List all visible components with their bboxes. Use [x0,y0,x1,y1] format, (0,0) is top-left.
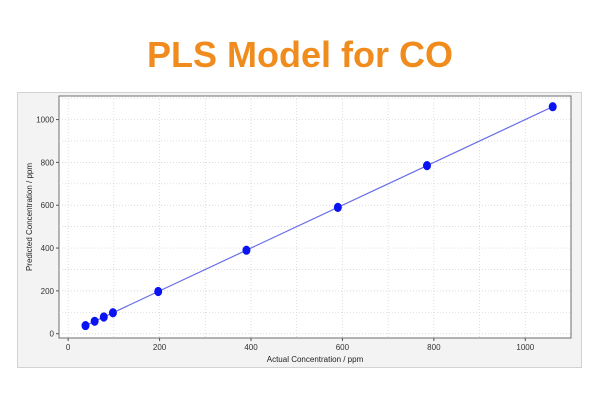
grid-lines [59,96,571,338]
chart-title: PLS Model for CO [147,34,453,75]
data-point [154,286,163,297]
y-tick-label: 800 [41,158,55,167]
data-points [81,102,557,331]
y-tick-label: 200 [41,287,55,296]
data-point [108,308,117,318]
x-axis-label: Actual Concentration / ppm [267,355,364,364]
data-point [81,320,90,331]
data-point [423,161,431,171]
y-tick-label: 0 [50,330,55,339]
x-tick-label: 600 [336,343,350,352]
x-tick-label: 1000 [516,343,534,352]
y-axis-label: Predicted Concentration / ppm [25,163,34,271]
y-tick-label: 400 [41,244,55,253]
x-tick-label: 200 [153,343,167,352]
axis-ticks: 0 200 400 600 800 1000 0 200 400 600 800 1000 [36,116,535,352]
x-tick-label: 0 [66,343,71,352]
x-tick-label: 800 [427,343,441,352]
y-tick-label: 1000 [36,116,54,125]
data-point [548,102,557,112]
y-tick-label: 600 [41,201,55,210]
fit-line-layer [85,106,553,327]
data-point [90,316,99,326]
data-point [333,202,342,212]
data-point [242,245,251,255]
x-tick-label: 400 [244,343,258,352]
fit-line [85,106,553,327]
data-point [99,312,108,322]
